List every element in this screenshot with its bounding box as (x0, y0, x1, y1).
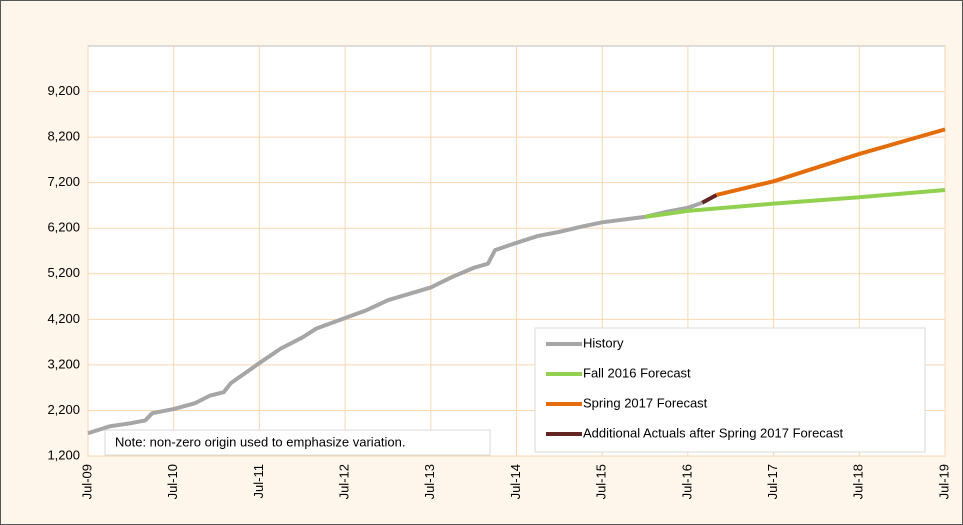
legend-label: Additional Actuals after Spring 2017 For… (583, 425, 844, 440)
series-line (87, 200, 703, 436)
legend-label: Fall 2016 Forecast (583, 365, 691, 380)
x-tick-label: Jul-09 (79, 464, 94, 499)
x-tick-label: Jul-11 (251, 464, 266, 498)
x-tick-label: Jul-12 (337, 464, 352, 499)
x-tick-label: Jul-17 (765, 464, 780, 499)
x-tick-label: Jul-16 (679, 464, 694, 499)
y-tick-label: 3,200 (47, 356, 80, 371)
legend (534, 327, 926, 453)
note-box (104, 429, 491, 456)
y-tick-label: 7,200 (47, 174, 80, 189)
series-line (716, 127, 946, 197)
x-tick-label: Jul-13 (422, 464, 437, 499)
y-tick-label: 1,200 (47, 447, 80, 462)
y-tick-label: 8,200 (47, 129, 80, 144)
annotation: Note: non-zero origin used to emphasize … (115, 434, 406, 449)
y-tick-label: 5,200 (47, 265, 80, 280)
legend-label: Spring 2017 Forecast (583, 395, 708, 410)
series-line (644, 187, 946, 219)
x-tick-label: Jul-15 (594, 464, 609, 499)
y-tick-label: 4,200 (47, 311, 80, 326)
y-tick-label: 9,200 (47, 83, 80, 98)
x-tick-label: Jul-14 (508, 464, 523, 499)
x-tick-label: Jul-19 (936, 464, 951, 499)
y-tick-label: 2,200 (47, 402, 80, 417)
y-tick-label: 6,200 (47, 220, 80, 235)
x-tick-label: Jul-18 (851, 464, 866, 499)
x-tick-label: Jul-10 (165, 464, 180, 499)
series-line (701, 193, 718, 205)
legend-label: History (583, 335, 624, 350)
